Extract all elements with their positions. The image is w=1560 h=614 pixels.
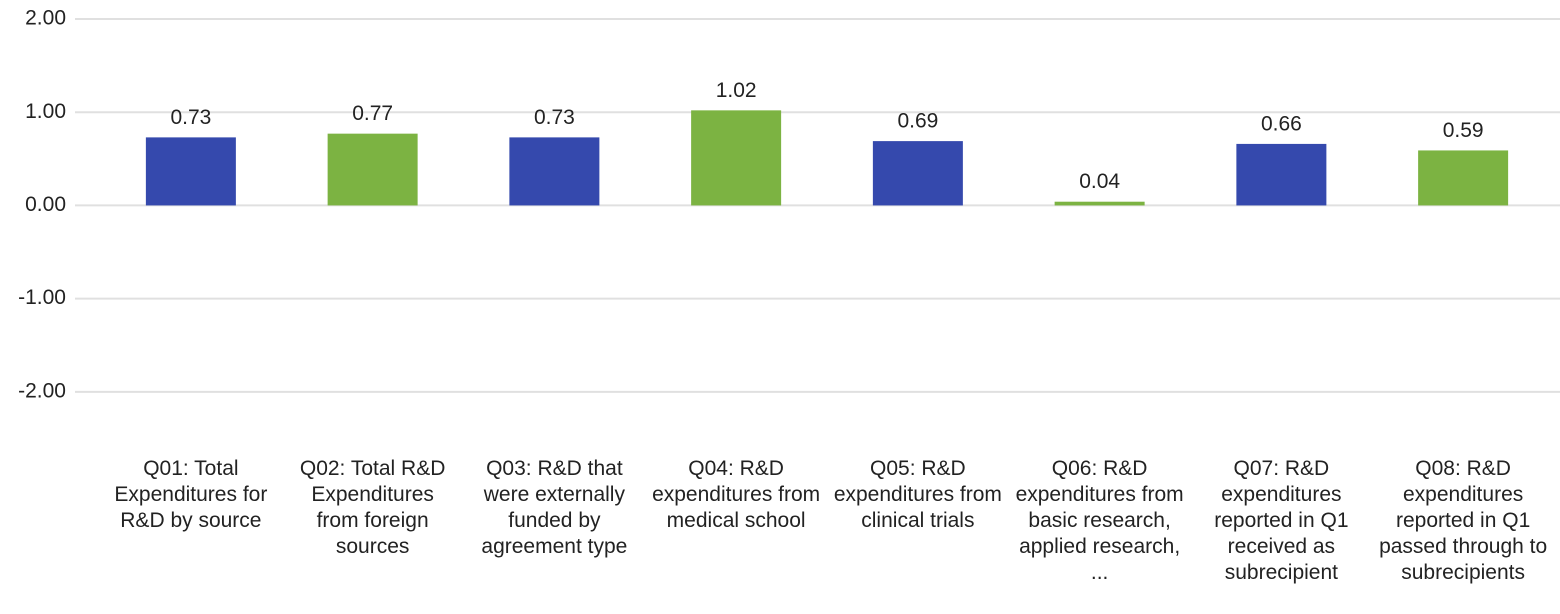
value-label: 0.59	[1443, 119, 1484, 142]
bar	[691, 110, 782, 206]
y-tick-label: -2.00	[18, 379, 66, 402]
y-tick-label: 1.00	[25, 100, 66, 123]
bar	[872, 141, 963, 206]
y-tick-label: -1.00	[18, 286, 66, 309]
bar	[509, 137, 600, 206]
value-label: 1.02	[716, 79, 757, 102]
value-label: 0.77	[352, 102, 393, 125]
x-tick-label: Q08: R&D expenditures reported in Q1 pas…	[1379, 457, 1548, 584]
x-tick-label: Q06: R&D expenditures from basic researc…	[1015, 457, 1184, 584]
value-label: 0.69	[897, 110, 938, 133]
x-tick-label: Q04: R&D expenditures from medical schoo…	[652, 457, 821, 532]
bar	[327, 133, 418, 206]
bar	[145, 137, 236, 206]
value-label: 0.73	[170, 106, 211, 129]
bar	[1236, 143, 1327, 206]
y-tick-label: 0.00	[25, 193, 66, 216]
x-tick-label: Q03: R&D that were externally funded by …	[481, 457, 628, 558]
x-tick-label: Q07: R&D expenditures reported in Q1 rec…	[1214, 457, 1349, 584]
value-label: 0.73	[534, 106, 575, 129]
x-tick-label: Q02: Total R&D Expenditures from foreign…	[299, 457, 446, 558]
value-label: 0.04	[1079, 170, 1120, 193]
x-tick-label: Q01: Total Expenditures for R&D by sourc…	[114, 457, 268, 532]
x-tick-label: Q05: R&D expenditures from clinical tria…	[833, 457, 1002, 532]
bar	[1054, 201, 1145, 206]
y-tick-label: 2.00	[25, 7, 66, 30]
value-label: 0.66	[1261, 112, 1302, 135]
bar	[1418, 150, 1509, 206]
